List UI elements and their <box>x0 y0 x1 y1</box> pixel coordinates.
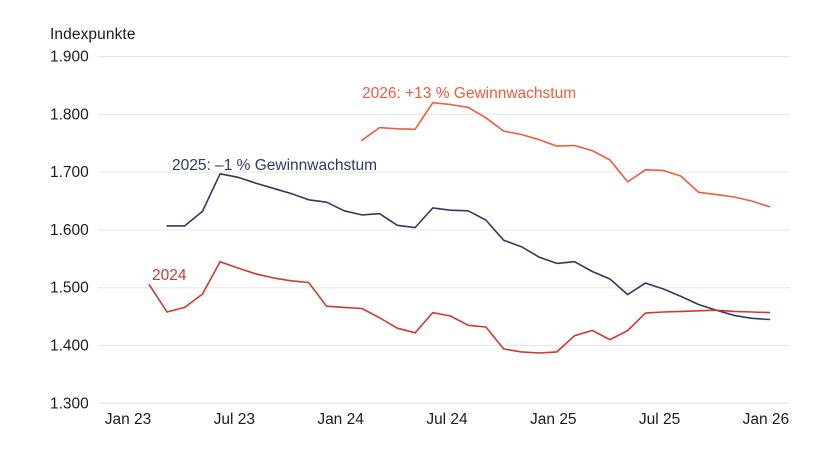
y-tick-label: 1.400 <box>50 338 89 355</box>
y-tick-label: 1.900 <box>50 49 89 66</box>
y-tick-label: 1.800 <box>50 106 89 123</box>
series-2024-label: 2024 <box>152 267 187 284</box>
series-2026-line <box>361 101 771 208</box>
x-tick-label: Jul 23 <box>214 411 255 428</box>
y-tick-label: 1.500 <box>50 280 89 297</box>
series-2026-label: 2026: +13 % Gewinnwachstum <box>362 85 576 102</box>
x-tick-label: Jan 26 <box>743 411 790 428</box>
x-tick-label: Jul 24 <box>426 411 468 428</box>
y-tick-label: 1.600 <box>50 222 89 239</box>
x-tick-label: Jan 24 <box>317 411 364 428</box>
series-2025-line <box>166 173 771 321</box>
series-2025-label: 2025: –1 % Gewinnwachstum <box>172 157 377 174</box>
y-axis-title: Indexpunkte <box>50 26 136 43</box>
x-tick-label: Jan 25 <box>530 411 577 428</box>
series-2024-line <box>148 260 771 354</box>
x-tick-label: Jul 25 <box>639 411 680 428</box>
y-tick-label: 1.700 <box>50 164 89 181</box>
y-tick-label: 1.300 <box>50 395 89 412</box>
x-tick-label: Jan 23 <box>105 411 152 428</box>
